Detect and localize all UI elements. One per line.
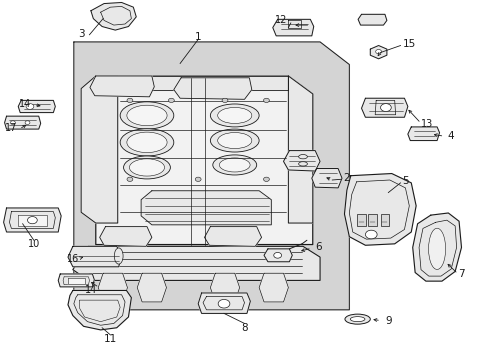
Polygon shape [357, 14, 386, 25]
Circle shape [168, 98, 174, 103]
Polygon shape [90, 76, 154, 97]
Polygon shape [412, 213, 461, 281]
Circle shape [273, 252, 281, 258]
Ellipse shape [123, 156, 170, 179]
Bar [356, 215, 365, 226]
Text: 15: 15 [402, 40, 415, 49]
Text: 17: 17 [5, 123, 18, 133]
Ellipse shape [129, 159, 164, 176]
Polygon shape [68, 278, 84, 284]
Text: 5: 5 [401, 176, 408, 186]
Circle shape [195, 177, 201, 181]
Polygon shape [3, 208, 61, 232]
Ellipse shape [210, 129, 259, 152]
Polygon shape [369, 45, 386, 59]
Text: 8: 8 [241, 323, 247, 333]
Text: 7: 7 [457, 269, 464, 279]
Ellipse shape [427, 228, 445, 270]
Polygon shape [288, 76, 312, 223]
Polygon shape [100, 226, 152, 246]
Ellipse shape [120, 129, 173, 156]
Circle shape [25, 121, 30, 125]
Circle shape [222, 98, 227, 103]
Text: 1: 1 [194, 32, 201, 41]
Polygon shape [361, 98, 407, 117]
Text: 10: 10 [28, 239, 40, 249]
Circle shape [263, 98, 269, 103]
Polygon shape [311, 168, 341, 188]
Text: 4: 4 [446, 131, 453, 141]
Polygon shape [137, 273, 166, 302]
Polygon shape [259, 273, 288, 302]
Ellipse shape [344, 314, 369, 324]
Polygon shape [96, 76, 312, 244]
Polygon shape [68, 246, 122, 267]
Text: 14: 14 [19, 99, 31, 109]
Circle shape [127, 98, 133, 103]
Circle shape [365, 230, 376, 239]
Polygon shape [264, 249, 292, 262]
Ellipse shape [210, 104, 259, 127]
Polygon shape [272, 19, 313, 36]
Polygon shape [4, 116, 41, 129]
Ellipse shape [349, 317, 364, 321]
Text: 2: 2 [343, 173, 349, 183]
Circle shape [26, 104, 34, 109]
Text: 9: 9 [384, 316, 391, 325]
Polygon shape [81, 76, 118, 223]
Polygon shape [173, 78, 251, 99]
Bar [380, 215, 388, 226]
Ellipse shape [120, 102, 173, 129]
Polygon shape [283, 150, 320, 171]
Ellipse shape [217, 132, 251, 149]
Text: 14: 14 [84, 285, 97, 296]
Polygon shape [91, 3, 136, 30]
Polygon shape [73, 246, 320, 280]
Polygon shape [96, 76, 288, 90]
Text: 6: 6 [315, 242, 321, 252]
Circle shape [10, 121, 15, 125]
Ellipse shape [298, 154, 307, 159]
Polygon shape [344, 174, 415, 245]
Circle shape [27, 217, 37, 224]
Circle shape [127, 177, 133, 181]
Polygon shape [210, 273, 239, 302]
Polygon shape [198, 293, 250, 314]
Bar [367, 215, 376, 226]
Polygon shape [74, 42, 348, 310]
Text: 13: 13 [420, 120, 432, 129]
Polygon shape [18, 215, 47, 226]
Circle shape [375, 49, 381, 54]
Polygon shape [18, 100, 55, 113]
Ellipse shape [126, 132, 167, 153]
Ellipse shape [219, 158, 249, 172]
Polygon shape [204, 226, 261, 246]
Polygon shape [141, 191, 271, 225]
Text: 3: 3 [78, 29, 84, 39]
Text: 12: 12 [274, 15, 286, 26]
Polygon shape [98, 273, 127, 302]
Ellipse shape [380, 104, 390, 112]
Ellipse shape [298, 162, 307, 166]
Ellipse shape [126, 105, 167, 126]
Text: 11: 11 [103, 333, 117, 343]
Ellipse shape [212, 155, 256, 175]
Circle shape [263, 177, 269, 181]
Text: 16: 16 [66, 254, 79, 264]
Polygon shape [58, 274, 94, 287]
Polygon shape [68, 291, 131, 330]
Polygon shape [407, 127, 439, 140]
Circle shape [218, 300, 229, 308]
Ellipse shape [217, 107, 251, 123]
Ellipse shape [114, 248, 123, 264]
